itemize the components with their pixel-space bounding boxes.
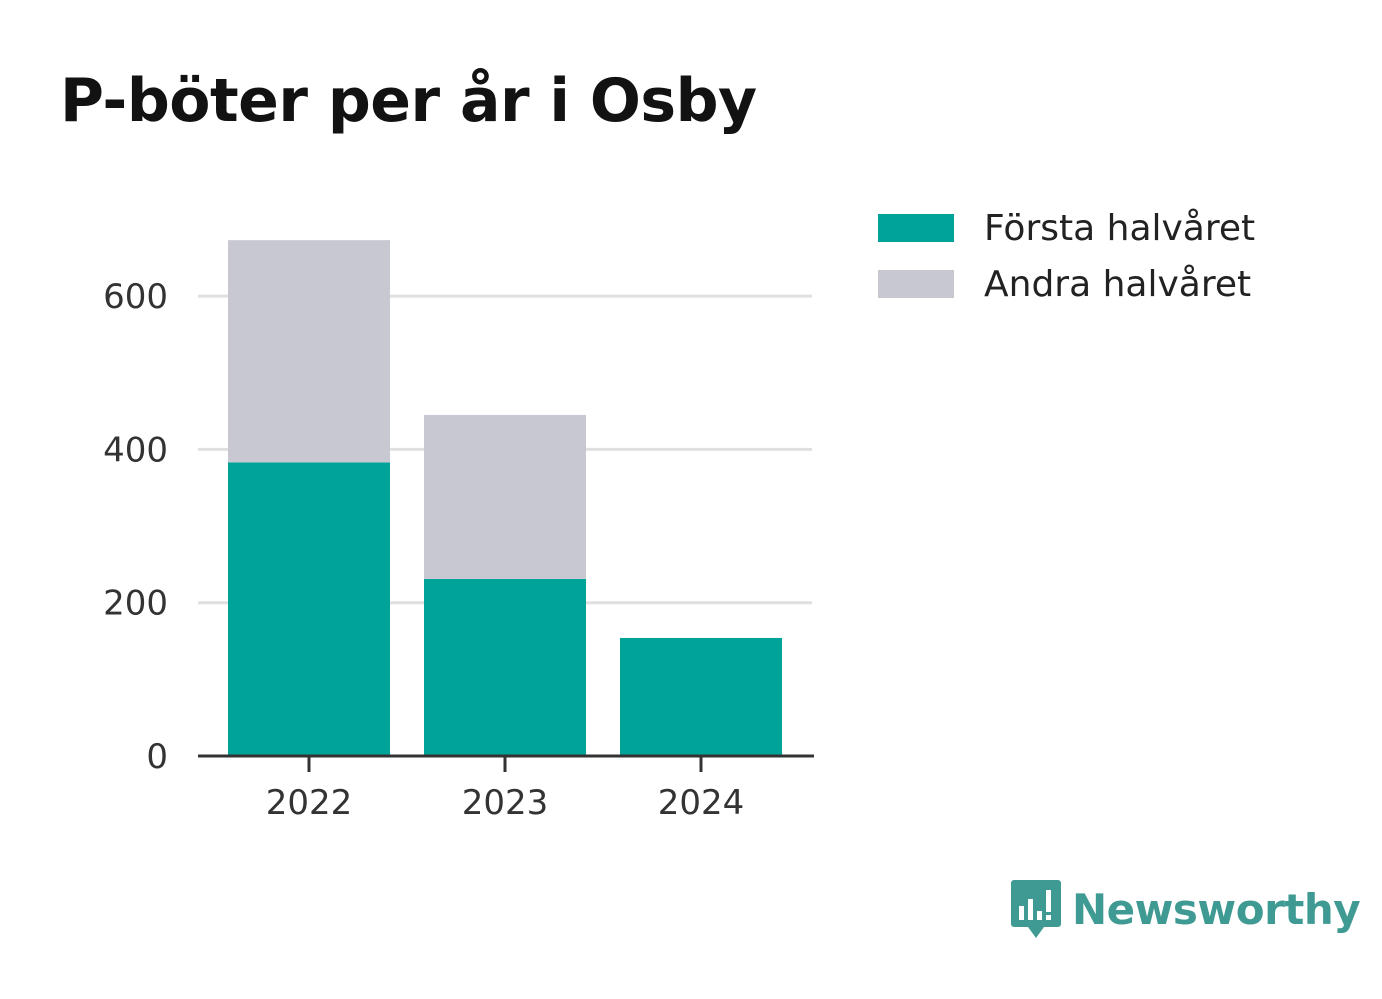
chart-title: P-böter per år i Osby [60, 66, 757, 136]
axes: 0 200 400 600 2022 2023 2024 [103, 277, 814, 823]
legend-label-second-half: Andra halvåret [984, 263, 1252, 305]
x-tick-label: 2023 [462, 783, 549, 823]
brand-name: Newsworthy [1072, 884, 1361, 934]
legend-item-second-half[interactable]: Andra halvåret [878, 256, 1255, 312]
y-tick-label: 400 [103, 430, 168, 470]
bar-2024-first-half[interactable] [620, 637, 782, 756]
legend-swatch-first-half [878, 214, 954, 242]
bars [228, 240, 782, 756]
legend-item-first-half[interactable]: Första halvåret [878, 200, 1255, 256]
y-tick-label: 200 [103, 584, 168, 624]
legend-label-first-half: Första halvåret [984, 207, 1256, 249]
y-tick-label: 0 [146, 737, 168, 777]
x-tick-label: 2024 [658, 783, 745, 823]
x-tick-label: 2022 [266, 783, 353, 823]
brand-logo: Newsworthy [1010, 878, 1361, 940]
bar-2022-second-half[interactable] [228, 240, 390, 463]
newsworthy-logo-icon [1011, 880, 1061, 938]
bar-2022-first-half[interactable] [228, 462, 390, 756]
legend: Första halvåret Andra halvåret [878, 200, 1255, 312]
bar-2023-first-half[interactable] [424, 578, 586, 756]
y-tick-label: 600 [103, 277, 168, 317]
legend-swatch-second-half [878, 270, 954, 298]
bar-2023-second-half[interactable] [424, 414, 586, 579]
